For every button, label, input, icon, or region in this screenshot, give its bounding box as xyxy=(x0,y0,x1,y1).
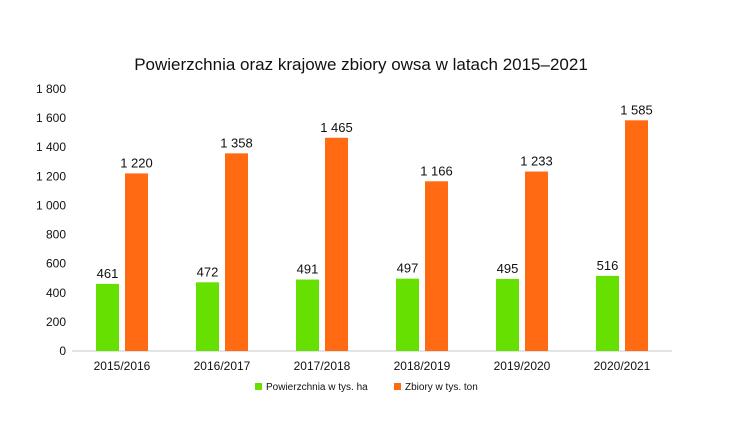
legend-label: Powierzchnia w tys. ha xyxy=(266,382,368,393)
data-label: 1 166 xyxy=(420,163,453,178)
y-tick-label: 1 600 xyxy=(36,111,66,125)
data-label: 491 xyxy=(297,262,319,277)
y-tick-label: 1 000 xyxy=(36,198,66,212)
y-tick-label: 0 xyxy=(59,344,66,358)
y-tick-label: 400 xyxy=(46,286,66,300)
y-tick-label: 800 xyxy=(46,228,66,242)
bars xyxy=(96,120,648,352)
y-tick-label: 1 400 xyxy=(36,140,66,154)
data-label: 1 585 xyxy=(620,102,653,117)
legend: Powierzchnia w tys. ha Zbiory w tys. ton xyxy=(255,382,478,393)
bar-area xyxy=(296,279,319,351)
x-tick-label: 2019/2020 xyxy=(494,359,551,373)
bar-area xyxy=(196,282,219,351)
bar-area xyxy=(496,278,519,351)
bar-area xyxy=(96,283,119,351)
data-label: 497 xyxy=(397,261,419,276)
data-label: 472 xyxy=(197,264,219,279)
data-label: 1 233 xyxy=(520,154,553,169)
data-label: 1 465 xyxy=(320,120,353,135)
y-tick-label: 1 200 xyxy=(36,169,66,183)
x-axis: 2015/2016 2016/2017 2017/2018 2018/2019 2019… xyxy=(72,350,672,373)
bar-harvest xyxy=(625,120,648,352)
data-label: 461 xyxy=(97,266,119,281)
y-axis: 0 200 400 600 800 1 000 1 200 1 400 1 600 1 800 xyxy=(36,82,66,358)
y-tick-label: 1 800 xyxy=(36,82,66,96)
legend-swatch xyxy=(394,383,401,390)
data-label: 495 xyxy=(497,261,519,276)
legend-swatch xyxy=(255,383,262,390)
x-tick-label: 2018/2019 xyxy=(394,359,451,373)
data-label: 1 220 xyxy=(120,155,153,170)
bar-area xyxy=(596,275,619,351)
bar-harvest xyxy=(225,153,248,351)
data-label: 1 358 xyxy=(220,135,253,150)
data-label: 516 xyxy=(597,258,619,273)
legend-label: Zbiory w tys. ton xyxy=(405,382,478,393)
x-tick-label: 2015/2016 xyxy=(94,359,151,373)
bar-harvest xyxy=(325,137,348,351)
y-tick-label: 600 xyxy=(46,257,66,271)
bar-harvest xyxy=(525,171,548,351)
bar-area xyxy=(396,278,419,351)
chart-title: Powierzchnia oraz krajowe zbiory owsa w … xyxy=(134,55,588,74)
bar-harvest xyxy=(425,181,448,351)
x-tick-label: 2017/2018 xyxy=(294,359,351,373)
bar-harvest xyxy=(125,173,148,351)
x-tick-label: 2016/2017 xyxy=(194,359,251,373)
x-tick-label: 2020/2021 xyxy=(594,359,651,373)
y-tick-label: 200 xyxy=(46,315,66,329)
data-labels: 461 1 220 472 1 358 491 1 465 497 1 166 495 1 233… xyxy=(97,102,653,281)
